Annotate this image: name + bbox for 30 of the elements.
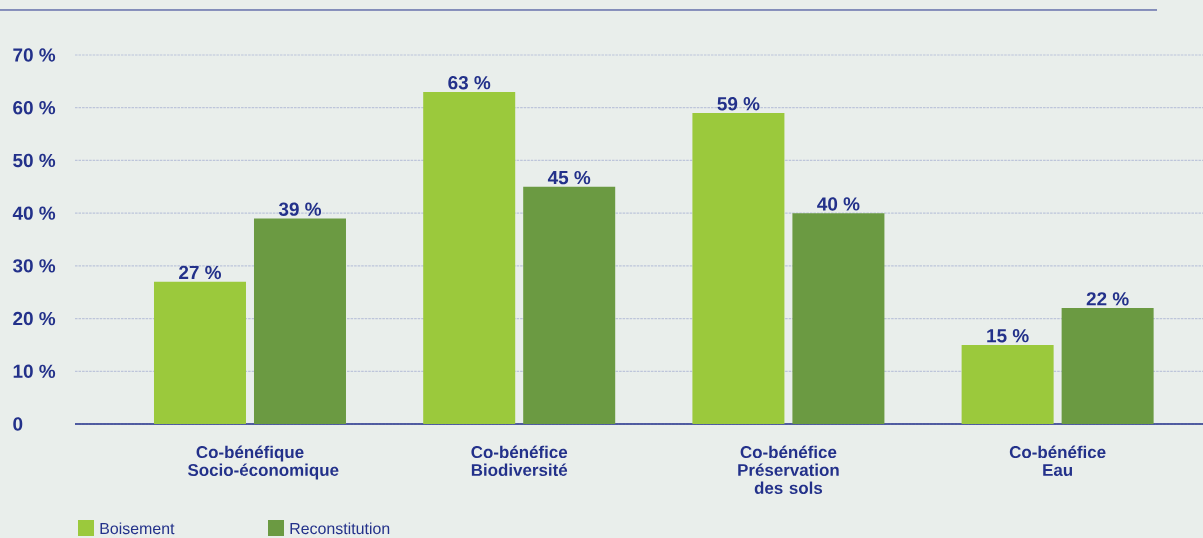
data-label: 59 % xyxy=(717,97,760,111)
x-tick-label: Co-bénéfice Eau xyxy=(1009,445,1106,477)
bar xyxy=(1061,308,1154,424)
legend-label: Reconstitution xyxy=(290,522,390,535)
y-tick-label: 10 % xyxy=(13,364,56,378)
bar xyxy=(423,91,516,424)
bar xyxy=(153,281,246,424)
bar xyxy=(253,218,346,424)
data-label: 39 % xyxy=(278,202,322,216)
y-tick-label: 60 % xyxy=(13,101,56,115)
data-label: 15 % xyxy=(987,329,1029,343)
y-tick-label: 30 % xyxy=(12,259,56,273)
bar xyxy=(792,213,885,424)
x-tick-label: Co-bénéfice Biodiversité xyxy=(471,445,568,477)
data-label: 40 % xyxy=(817,197,860,211)
y-tick-label: 70 % xyxy=(13,48,56,62)
data-label: 27 % xyxy=(179,265,222,280)
legend-label: Boisement xyxy=(100,522,175,535)
y-tick-label: 20 % xyxy=(13,311,56,326)
y-tick-label: 50 % xyxy=(13,153,56,168)
y-tick-label: 40 % xyxy=(12,206,56,220)
x-tick-label: Co-bénéfice Préservation des sols xyxy=(738,445,839,494)
bar xyxy=(692,112,785,424)
bar xyxy=(523,186,616,424)
data-label: 45 % xyxy=(547,170,591,185)
data-label: 63 % xyxy=(448,75,491,90)
x-tick-label: Co-bénéfique Socio-économique xyxy=(187,445,339,480)
y-tick-label: 0 xyxy=(13,417,23,431)
data-label: 22 % xyxy=(1086,292,1129,306)
bar xyxy=(961,344,1054,424)
